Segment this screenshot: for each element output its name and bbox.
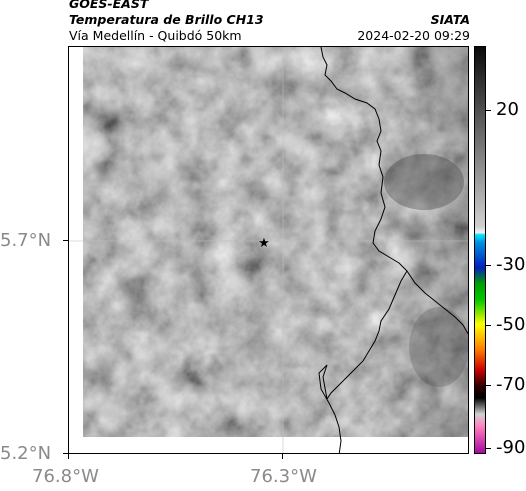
lon-label: 76.3°W — [250, 466, 317, 487]
lat-label: 5.7°N — [0, 230, 52, 251]
colorbar-tick — [486, 265, 491, 266]
brightness-temperature-map[interactable]: ★ — [68, 46, 469, 454]
colorbar-label: -30 — [496, 254, 526, 275]
satellite-label: GOES-EAST — [69, 0, 149, 11]
lat-tick-mark — [63, 453, 68, 454]
department-border — [318, 47, 408, 453]
region-label: Vía Medellín - Quibdó 50km — [69, 28, 242, 43]
product-title: Temperatura de Brillo CH13 — [69, 12, 264, 27]
lon-label: 76.8°W — [32, 466, 99, 487]
lon-tick-mark — [282, 454, 283, 459]
map-canvas: ★ — [69, 47, 468, 453]
lat-label: 5.2°N — [0, 443, 52, 464]
colorbar-tick — [486, 385, 491, 386]
colorbar-tick — [486, 325, 491, 326]
colorbar-label: -70 — [496, 374, 526, 395]
organization-label: SIATA — [430, 12, 470, 27]
colorbar-tick — [486, 448, 491, 449]
colorbar-gradient — [475, 47, 485, 453]
colorbar-label: -50 — [496, 314, 526, 335]
colorbar-label: 20 — [496, 99, 519, 120]
colorbar — [474, 46, 486, 454]
department-border-east — [406, 270, 468, 335]
colorbar-label: -90 — [496, 437, 526, 458]
lat-tick-mark — [63, 240, 68, 241]
lon-tick-mark — [68, 454, 69, 459]
timestamp-label: 2024-02-20 09:29 — [357, 28, 470, 43]
star-icon: ★ — [258, 236, 270, 251]
colorbar-tick — [486, 110, 491, 111]
